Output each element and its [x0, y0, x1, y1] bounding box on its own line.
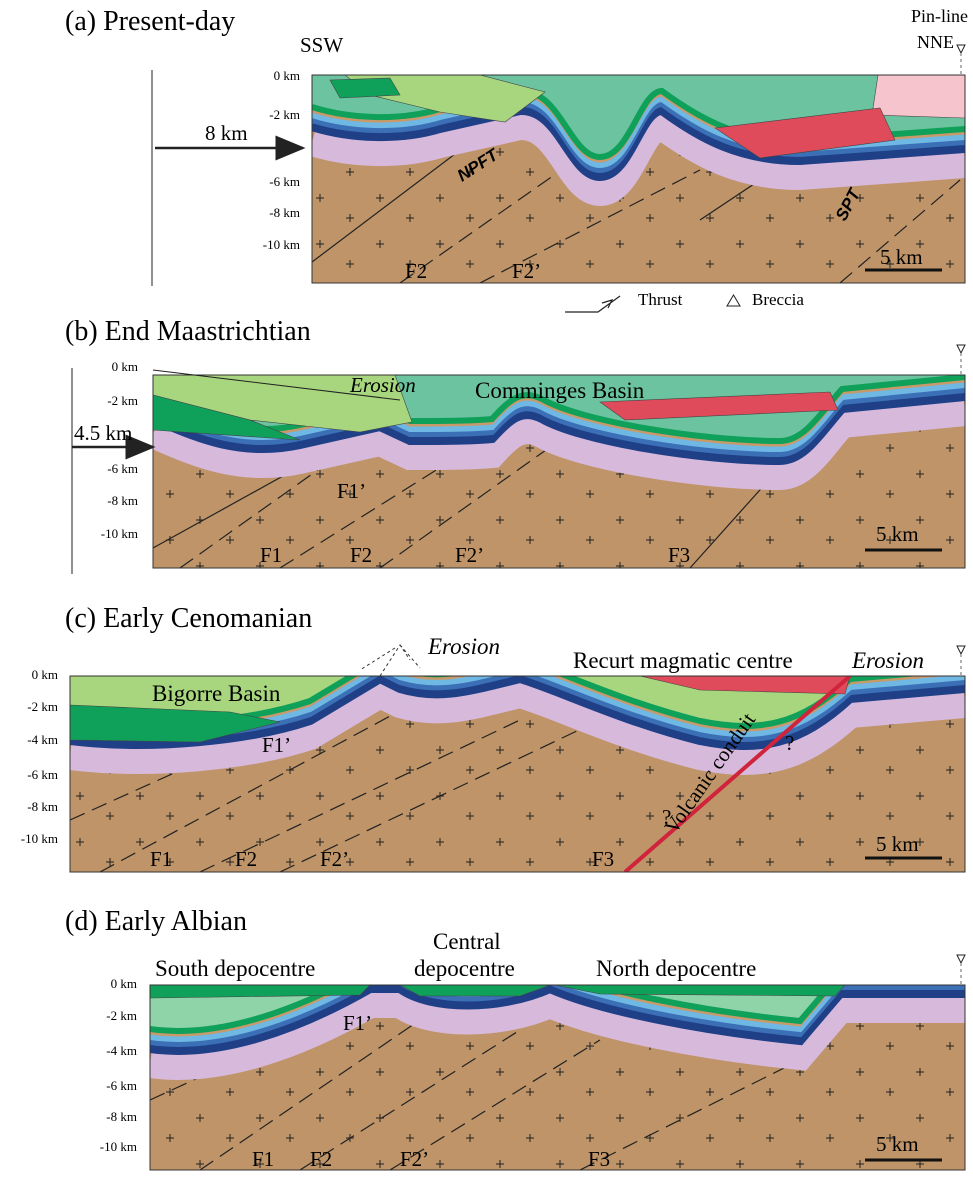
basin-label: Bigorre Basin [152, 681, 281, 706]
fault-label: F1’ [343, 1011, 372, 1035]
depth-label: 0 km [112, 359, 138, 374]
depocentre-label: South depocentre [155, 956, 315, 981]
section-label: Erosion [349, 373, 416, 397]
stratum-body [872, 75, 965, 118]
section-label: Recurt magmatic centre [573, 648, 793, 673]
fault-label: F1 [150, 847, 172, 871]
orientation: SSW [300, 33, 343, 57]
depth-label: -2 km [27, 699, 58, 714]
panel-title: (b) End Maastrichtian [65, 316, 311, 347]
section [153, 375, 965, 568]
pin-line-label: Pin-line [911, 6, 968, 26]
query: ? [785, 731, 794, 755]
depth-label: -8 km [106, 1109, 137, 1124]
fault-label: F3 [592, 847, 614, 871]
query: ? [662, 805, 671, 829]
shortening: 8 km [205, 121, 248, 145]
scale-label: 5 km [876, 832, 919, 856]
depocentre-label: North depocentre [596, 956, 756, 981]
depth-label: 0 km [111, 976, 137, 991]
legend-label: Breccia [752, 290, 804, 309]
section-label: Erosion [427, 634, 500, 659]
scale-label: 5 km [880, 245, 923, 269]
basin-label: Comminges Basin [475, 378, 645, 403]
depocentre-label: Central [433, 929, 501, 954]
depth-label: -8 km [27, 799, 58, 814]
fault-label: F2’ [320, 847, 349, 871]
erosion-apex [360, 645, 420, 676]
depth-label: -6 km [27, 767, 58, 782]
fault-label: F2 [350, 543, 372, 567]
pin-symbol [957, 646, 965, 654]
fault-label: F1’ [337, 479, 366, 503]
thrust-symbol [565, 296, 620, 312]
fault-label: F2 [310, 1147, 332, 1171]
depth-label: -8 km [107, 493, 138, 508]
panel-title: (c) Early Cenomanian [65, 603, 312, 634]
depth-label: -10 km [263, 237, 300, 252]
pin-symbol [957, 955, 965, 963]
panel-title: (a) Present-day [65, 6, 235, 37]
fault-label: F3 [588, 1147, 610, 1171]
depth-label: -6 km [107, 461, 138, 476]
depth-label: -10 km [101, 526, 138, 541]
fault-label: F2’ [455, 543, 484, 567]
scale-label: 5 km [876, 522, 919, 546]
depth-label: -10 km [100, 1139, 137, 1154]
orientation: NNE [917, 32, 954, 52]
depth-label: -4 km [106, 1043, 137, 1058]
panel-title: (d) Early Albian [65, 906, 247, 937]
depth-label: -6 km [269, 174, 300, 189]
fault-label: F2 [405, 259, 427, 283]
fault-label: F2 [235, 847, 257, 871]
depocentre-label: depocentre [414, 956, 515, 981]
fault-label: F1 [260, 543, 282, 567]
depth-label: -4 km [27, 732, 58, 747]
depth-label: -8 km [269, 205, 300, 220]
fault-label: F1 [252, 1147, 274, 1171]
fault-label: F2’ [400, 1147, 429, 1171]
scale-label: 5 km [876, 1132, 919, 1156]
pin-symbol [957, 345, 965, 353]
depth-label: 0 km [32, 667, 58, 682]
depth-label: -6 km [106, 1078, 137, 1093]
section [150, 969, 965, 1170]
depth-label: -2 km [107, 393, 138, 408]
depth-label: 0 km [274, 68, 300, 83]
fault-label: F1’ [262, 733, 291, 757]
depth-label: -2 km [106, 1008, 137, 1023]
depth-label: -10 km [21, 831, 58, 846]
breccia-symbol [727, 295, 740, 306]
shortening: 4.5 km [74, 421, 132, 445]
fault-label: F2’ [512, 259, 541, 283]
depth-label: -2 km [269, 107, 300, 122]
stratum-body [330, 78, 400, 98]
section [312, 75, 965, 283]
pin-symbol [957, 45, 965, 53]
cross-section-figure: (a) Present-day SSW Pin-line NNE 0 km -2… [0, 0, 973, 1178]
section-label: Erosion [851, 648, 924, 673]
legend-label: Thrust [638, 290, 683, 309]
fault-label: F3 [668, 543, 690, 567]
